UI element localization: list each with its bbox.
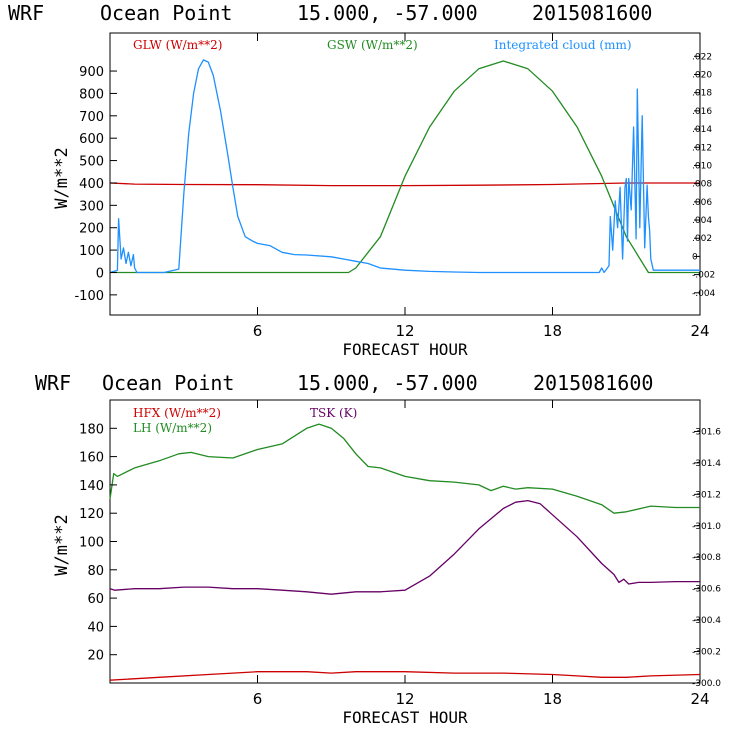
legend-entry-cloud: Integrated cloud (mm): [494, 38, 632, 52]
chart-title-coords: 15.000, -57.000: [297, 1, 478, 25]
y-tick-label: 40: [87, 620, 104, 635]
y-tick-label: 60: [87, 592, 104, 607]
y-tick-label: 20: [87, 649, 104, 664]
y2-tick-label: .012: [692, 143, 712, 153]
legend-entry-gsw: GSW (W/m**2): [327, 38, 418, 52]
x-tick-label: 18: [543, 322, 562, 340]
y2-tick-label: -.002: [692, 271, 715, 281]
chart-title-coords: 15.000, -57.000: [297, 371, 478, 395]
y-tick-label: 100: [79, 536, 104, 551]
y2-tick-label: .022: [692, 52, 712, 62]
y2-tick-label: -.004: [692, 289, 716, 299]
y-tick-label: 200: [79, 222, 104, 237]
y-tick-label: 80: [87, 564, 104, 579]
y-tick-label: 100: [79, 244, 104, 259]
y-tick-label: 180: [79, 422, 104, 437]
plot-frame: [109, 399, 701, 684]
y2-tick-label: .004: [692, 216, 712, 226]
y2-tick-label: -300.8: [692, 553, 721, 563]
y2-tick-label: -300.6: [692, 585, 721, 595]
y2-axis-ticks: -300.0 -300.2 -300.4 -300.6 -300.8 -301.0 -301…: [692, 427, 721, 689]
x-tick-label: 6: [253, 322, 263, 340]
x-tick-label: 12: [395, 690, 414, 708]
legend-entry-lh: LH (W/m**2): [133, 421, 212, 435]
y2-tick-label: -301.6: [692, 427, 721, 437]
chart-title-date: 2015081600: [533, 371, 653, 395]
chart-panel-fluxes: WRF Ocean Point 15.000, -57.000 20150816…: [35, 371, 721, 727]
y-tick-label: -100: [74, 289, 104, 304]
y-tick-label: 800: [79, 87, 104, 102]
y2-tick-label: 0: [692, 252, 698, 262]
y-axis-label: W/m**2: [52, 514, 72, 575]
x-tick-label: 6: [253, 690, 263, 708]
x-tick-label: 24: [690, 322, 709, 340]
series-group: [109, 423, 701, 681]
series-line-lh: [109, 423, 700, 514]
y-axis-ticks: 20 40 60 80 100 120 140 160 180: [79, 422, 117, 664]
y2-tick-label: .006: [692, 198, 712, 208]
legend-entry-glw: GLW (W/m**2): [133, 38, 222, 52]
y2-axis-ticks: -.004 -.002 0 .002 .004 .006 .008 .010 .012 .014.…: [692, 52, 716, 299]
y2-tick-label: -301.0: [692, 522, 721, 532]
y-tick-label: 140: [79, 479, 104, 494]
x-tick-label: 18: [543, 690, 562, 708]
series-line-tsk: [109, 499, 700, 595]
y-tick-label: 600: [79, 132, 104, 147]
chart-title-location: Ocean Point: [102, 371, 234, 395]
y-tick-label: 160: [79, 451, 104, 466]
y2-tick-label: .008: [692, 180, 712, 190]
y-tick-label: 900: [79, 65, 104, 80]
chart-panel-radiation: WRF Ocean Point 15.000, -57.000 20150816…: [8, 1, 716, 359]
y2-tick-label: .016: [692, 107, 712, 117]
y-tick-label: 0: [96, 266, 104, 281]
series-line-integrated: [109, 59, 700, 274]
x-axis-label: FORECAST HOUR: [342, 340, 468, 359]
x-tick-label: 24: [690, 690, 709, 708]
y-axis-label: W/m**2: [52, 147, 72, 208]
series-line-gsw: [110, 60, 700, 274]
legend-entry-tsk: TSK (K): [310, 406, 357, 420]
chart-title-model: WRF: [35, 371, 71, 395]
y-tick-label: 500: [79, 155, 104, 170]
chart-title-date: 2015081600: [532, 1, 652, 25]
x-axis-label: FORECAST HOUR: [342, 708, 468, 727]
y2-tick-label: .018: [692, 89, 712, 99]
y-tick-label: 700: [79, 110, 104, 125]
y-tick-label: 120: [79, 507, 104, 522]
y2-tick-label: -300.0: [692, 679, 721, 689]
chart-title-model: WRF: [8, 1, 44, 25]
series-line-hfx: [109, 671, 701, 681]
series-line-glw: [109, 182, 700, 187]
y2-tick-label: .014: [692, 125, 712, 135]
y-tick-label: 300: [79, 199, 104, 214]
y2-tick-label: -300.4: [692, 616, 721, 626]
y-axis-ticks: -100 0 100 200 300 400 500 600 700 800 900: [74, 65, 117, 304]
series-group: [109, 59, 700, 274]
legend-entry-hfx: HFX (W/m**2): [133, 406, 221, 420]
x-tick-label: 12: [395, 322, 414, 340]
y2-tick-label: .002: [692, 234, 712, 244]
y2-tick-label: .020: [692, 70, 712, 80]
y2-tick-label: -301.4: [692, 459, 721, 469]
chart-title-location: Ocean Point: [100, 1, 232, 25]
y2-tick-label: -300.2: [692, 648, 721, 658]
x-axis-ticks: 6 12 18 24: [253, 33, 710, 340]
y2-tick-label: -301.2: [692, 490, 721, 500]
y-tick-label: 400: [79, 177, 104, 192]
y2-tick-label: .010: [692, 161, 712, 171]
x-axis-ticks: 6 12 18 24: [253, 400, 710, 708]
